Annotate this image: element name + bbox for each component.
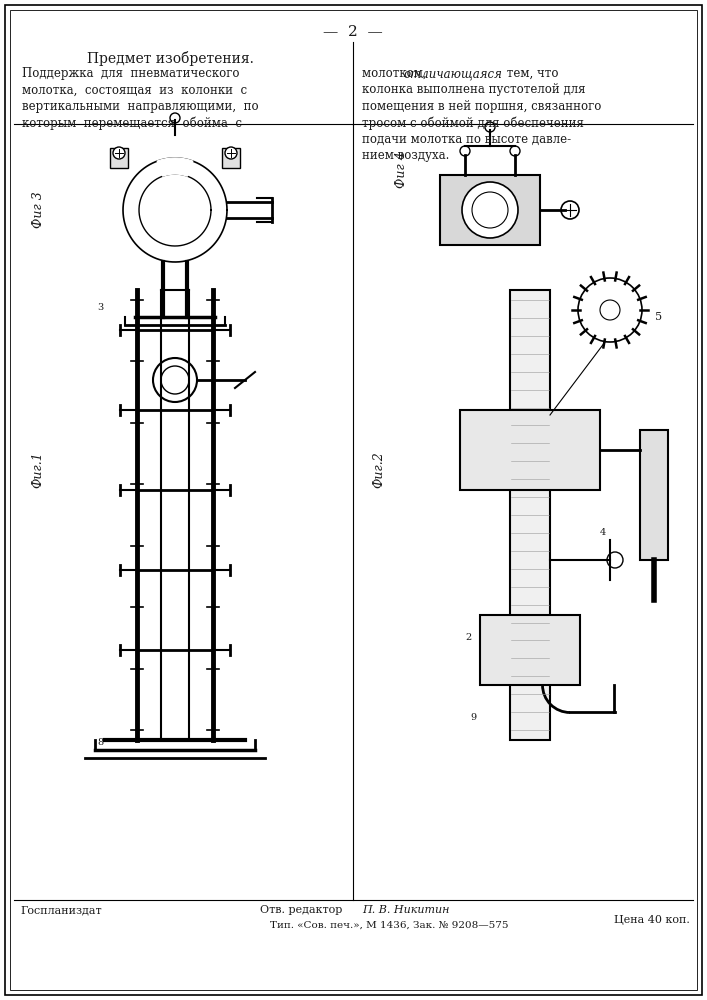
Text: 9: 9: [470, 713, 476, 722]
Circle shape: [460, 146, 470, 156]
Text: молотка,  состоящая  из  колонки  с: молотка, состоящая из колонки с: [22, 84, 247, 97]
Bar: [440, 175, 540, 245]
Text: Тип. «Сов. печ.», М 1436, Зак. № 9208—575: Тип. «Сов. печ.», М 1436, Зак. № 9208—57…: [270, 920, 508, 930]
Text: которым  перемещается  обойма  с: которым перемещается обойма с: [22, 116, 242, 130]
Text: тросом с обоймой для обеспечения: тросом с обоймой для обеспечения: [362, 116, 584, 130]
Circle shape: [113, 147, 125, 159]
Text: 3: 3: [97, 303, 103, 312]
Text: Предмет изобретения.: Предмет изобретения.: [86, 50, 253, 66]
Text: Поддержка  для  пневматического: Поддержка для пневматического: [22, 67, 240, 80]
Text: нием воздуха.: нием воздуха.: [362, 149, 450, 162]
Circle shape: [578, 278, 642, 342]
Text: молотком,: молотком,: [362, 67, 431, 80]
Text: тем, что: тем, что: [503, 67, 559, 80]
Polygon shape: [157, 158, 193, 176]
Text: вертикальными  направляющими,  по: вертикальными направляющими, по: [22, 100, 259, 113]
Text: отличающаяся: отличающаяся: [404, 67, 503, 80]
Bar: [480, 615, 580, 685]
Text: П. В. Никитин: П. В. Никитин: [362, 905, 450, 915]
Text: колонка выполнена пустотелой для: колонка выполнена пустотелой для: [362, 84, 585, 97]
Text: —  2  —: — 2 —: [323, 25, 383, 39]
Text: Госпланиздат: Госпланиздат: [20, 905, 102, 915]
Circle shape: [510, 146, 520, 156]
Text: Фиг.1: Фиг.1: [32, 452, 45, 488]
Circle shape: [561, 201, 579, 219]
Text: Фиг.2: Фиг.2: [372, 452, 385, 488]
Bar: [510, 290, 550, 740]
Text: 5: 5: [655, 312, 662, 322]
Text: помещения в ней поршня, связанного: помещения в ней поршня, связанного: [362, 100, 602, 113]
Text: Фиг 3: Фиг 3: [32, 192, 45, 228]
Bar: [110, 148, 128, 168]
Text: Отв. редактор: Отв. редактор: [260, 905, 346, 915]
Bar: [460, 410, 600, 490]
Text: Цена 40 коп.: Цена 40 коп.: [614, 915, 690, 925]
Circle shape: [462, 182, 518, 238]
Text: подачи молотка по высоте давле-: подачи молотка по высоте давле-: [362, 133, 571, 146]
Text: 4: 4: [600, 528, 606, 537]
Text: 2: 2: [465, 633, 472, 642]
Bar: [222, 148, 240, 168]
Text: 8: 8: [97, 738, 103, 747]
Text: Фиг 4: Фиг 4: [395, 152, 408, 188]
Bar: [640, 430, 668, 560]
Circle shape: [225, 147, 237, 159]
